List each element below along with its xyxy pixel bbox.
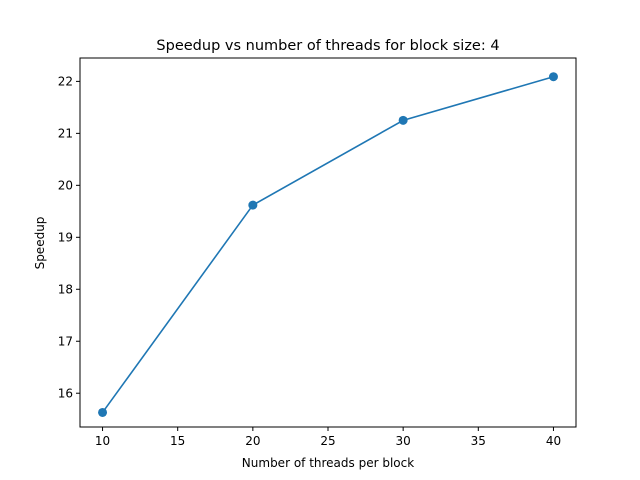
y-tick-label: 21	[58, 127, 73, 141]
x-tick-label: 30	[396, 434, 411, 448]
y-axis-label: Speedup	[33, 217, 47, 270]
x-tick-label: 15	[170, 434, 185, 448]
y-tick-label: 16	[58, 387, 73, 401]
data-point	[98, 408, 107, 417]
x-tick-label: 40	[546, 434, 561, 448]
x-tick-label: 10	[95, 434, 110, 448]
y-tick-label: 19	[58, 231, 73, 245]
y-tick-label: 18	[58, 283, 73, 297]
x-tick-label: 20	[245, 434, 260, 448]
data-point	[549, 72, 558, 81]
data-point	[248, 201, 257, 210]
y-tick-label: 17	[58, 335, 73, 349]
x-tick-label: 25	[320, 434, 335, 448]
chart-title: Speedup vs number of threads for block s…	[156, 38, 499, 54]
x-axis-label: Number of threads per block	[242, 456, 414, 470]
data-point	[399, 116, 408, 125]
y-tick-label: 22	[58, 75, 73, 89]
x-tick-label: 35	[471, 434, 486, 448]
y-tick-label: 20	[58, 179, 73, 193]
